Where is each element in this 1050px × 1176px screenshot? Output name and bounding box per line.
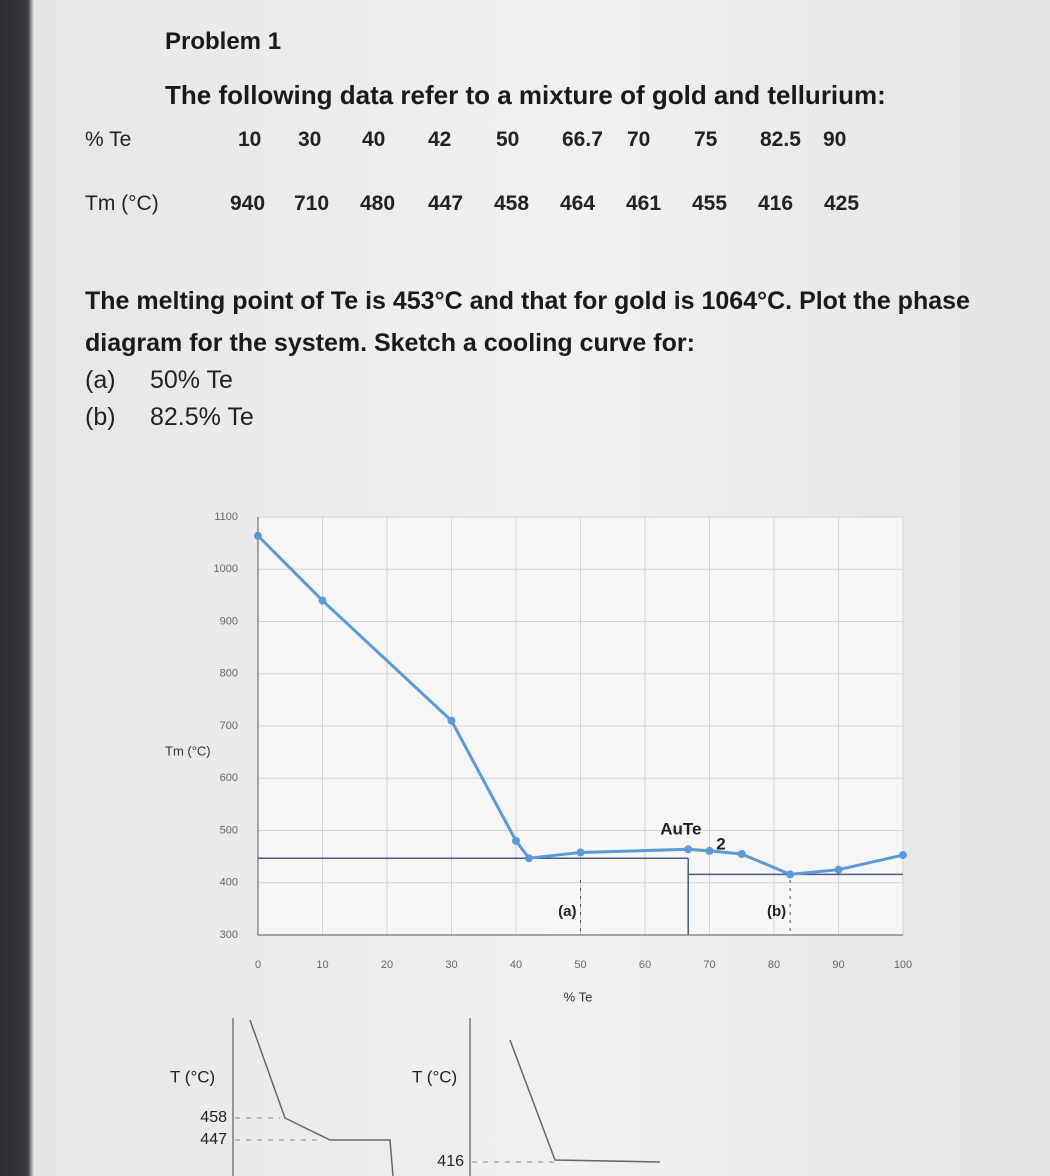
- x-tick-label: 60: [639, 959, 651, 971]
- table-cell: 30: [298, 128, 322, 151]
- data-point: [684, 845, 693, 854]
- table-cell: 70: [627, 128, 651, 151]
- table-cell: 461: [626, 192, 662, 215]
- x-tick-label: 20: [381, 959, 393, 971]
- x-tick-label: 50: [574, 959, 586, 971]
- table-cell: 66.7: [562, 128, 603, 151]
- y-axis-label: Tm (°C): [165, 743, 211, 758]
- table-cell: 447: [428, 192, 464, 215]
- table-cell: 455: [692, 192, 728, 215]
- table-cell: 710: [294, 192, 330, 215]
- data-point: [737, 850, 746, 859]
- y-tick-label: 300: [220, 929, 238, 941]
- data-point: [512, 836, 520, 845]
- table-cell: 42: [428, 128, 452, 151]
- y-tick-label: 900: [220, 615, 238, 627]
- problem-title: Problem 1: [165, 28, 282, 55]
- row-header: % Te: [85, 128, 132, 151]
- part-label: (a): [85, 366, 116, 394]
- x-tick-label: 80: [768, 959, 780, 971]
- y-tick-label: 800: [220, 668, 238, 680]
- x-tick-label: 90: [832, 959, 844, 971]
- table-cell: 75: [694, 128, 718, 151]
- table-cell: 90: [823, 128, 847, 151]
- table-cell: 10: [238, 128, 262, 151]
- data-point: [318, 596, 327, 605]
- data-point: [834, 865, 843, 874]
- intro-text: The following data refer to a mixture of…: [165, 80, 886, 110]
- row-header: Tm (°C): [85, 192, 159, 215]
- y-tick-label: 600: [220, 772, 238, 784]
- data-point: [254, 531, 262, 540]
- table-cell: 40: [362, 128, 386, 151]
- question-text: The melting point of Te is 453°C and tha…: [85, 287, 970, 357]
- cooling-curve: [509, 1039, 661, 1163]
- cooling-tick: 447: [200, 1131, 227, 1148]
- x-tick-label: 70: [703, 959, 715, 971]
- x-tick-label: 100: [894, 959, 912, 971]
- y-tick-label: 500: [220, 824, 238, 836]
- part-text: 50% Te: [150, 366, 233, 394]
- y-tick-label: 1100: [214, 511, 238, 523]
- y-tick-label: 700: [220, 720, 238, 732]
- data-point: [524, 854, 533, 863]
- compound-label: AuTe: [660, 819, 701, 838]
- data-point: [576, 848, 585, 857]
- data-point: [447, 716, 456, 725]
- data-point: [786, 870, 795, 879]
- data-line: [256, 534, 904, 876]
- case-label: (b): [767, 903, 786, 920]
- x-tick-label: 10: [316, 959, 328, 971]
- x-tick-label: 40: [510, 959, 522, 971]
- part-label: (b): [85, 403, 116, 431]
- table-cell: 464: [560, 192, 596, 215]
- cooling-ylabel: T (°C): [412, 1067, 457, 1086]
- table-cell: 82.5: [760, 128, 801, 151]
- compound-subscript: 2: [716, 834, 725, 853]
- table-cell: 425: [824, 192, 860, 215]
- y-tick-label: 1000: [214, 563, 238, 575]
- x-tick-label: 0: [255, 959, 261, 971]
- data-point: [899, 851, 907, 860]
- part-text: 82.5% Te: [150, 403, 254, 431]
- table-cell: 458: [494, 192, 530, 215]
- cooling-tick: 458: [200, 1109, 227, 1126]
- y-tick-label: 400: [220, 877, 238, 889]
- table-cell: 416: [758, 192, 794, 215]
- table-cell: 50: [496, 128, 520, 151]
- cooling-curve: [249, 1019, 394, 1176]
- case-label: (a): [558, 903, 576, 920]
- cooling-ylabel: T (°C): [170, 1067, 215, 1086]
- table-cell: 480: [360, 192, 396, 215]
- data-point: [705, 846, 714, 855]
- x-axis-label: % Te: [564, 989, 593, 1004]
- cooling-tick: 416: [437, 1153, 464, 1170]
- table-cell: 940: [230, 192, 266, 215]
- x-tick-label: 30: [445, 959, 457, 971]
